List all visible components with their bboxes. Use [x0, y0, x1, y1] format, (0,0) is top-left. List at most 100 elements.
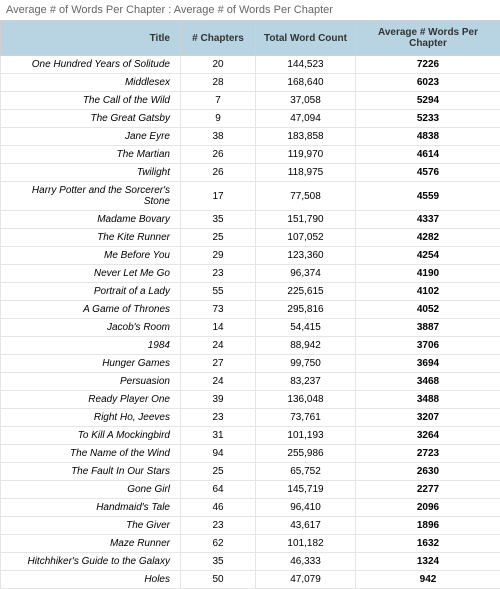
cell-avg: 5294 [356, 92, 500, 110]
cell-title: Maze Runner [1, 535, 181, 553]
cell-total: 47,094 [256, 110, 356, 128]
cell-total: 119,970 [256, 146, 356, 164]
cell-title: Gone Girl [1, 481, 181, 499]
cell-title: A Game of Thrones [1, 301, 181, 319]
table-row: Hunger Games2799,7503694 [1, 355, 500, 373]
cell-total: 151,790 [256, 211, 356, 229]
cell-total: 255,986 [256, 445, 356, 463]
cell-chapters: 26 [181, 164, 256, 182]
table-row: Madame Bovary35151,7904337 [1, 211, 500, 229]
table-row: Me Before You29123,3604254 [1, 247, 500, 265]
cell-total: 43,617 [256, 517, 356, 535]
cell-total: 118,975 [256, 164, 356, 182]
cell-avg: 1632 [356, 535, 500, 553]
cell-avg: 3207 [356, 409, 500, 427]
cell-avg: 1324 [356, 553, 500, 571]
cell-total: 99,750 [256, 355, 356, 373]
cell-chapters: 7 [181, 92, 256, 110]
cell-avg: 4838 [356, 128, 500, 146]
table-row: Twilight26118,9754576 [1, 164, 500, 182]
cell-title: Holes [1, 571, 181, 589]
cell-chapters: 23 [181, 517, 256, 535]
cell-chapters: 46 [181, 499, 256, 517]
table-row: The Call of the Wild737,0585294 [1, 92, 500, 110]
cell-chapters: 23 [181, 265, 256, 283]
cell-title: To Kill A Mockingbird [1, 427, 181, 445]
cell-avg: 5233 [356, 110, 500, 128]
cell-total: 101,182 [256, 535, 356, 553]
header-chapters: # Chapters [181, 21, 256, 56]
table-row: Portrait of a Lady55225,6154102 [1, 283, 500, 301]
table-heading: Average # of Words Per Chapter : Average… [0, 0, 500, 20]
cell-title: 1984 [1, 337, 181, 355]
cell-chapters: 38 [181, 128, 256, 146]
cell-total: 183,858 [256, 128, 356, 146]
cell-total: 96,374 [256, 265, 356, 283]
cell-total: 77,508 [256, 182, 356, 211]
table-row: 19842488,9423706 [1, 337, 500, 355]
cell-chapters: 25 [181, 463, 256, 481]
cell-chapters: 73 [181, 301, 256, 319]
cell-avg: 3887 [356, 319, 500, 337]
cell-title: Me Before You [1, 247, 181, 265]
cell-avg: 6023 [356, 74, 500, 92]
cell-title: The Martian [1, 146, 181, 164]
cell-chapters: 25 [181, 229, 256, 247]
cell-total: 101,193 [256, 427, 356, 445]
cell-avg: 2277 [356, 481, 500, 499]
table-row: To Kill A Mockingbird31101,1933264 [1, 427, 500, 445]
cell-title: The Name of the Wind [1, 445, 181, 463]
header-total: Total Word Count [256, 21, 356, 56]
cell-avg: 2096 [356, 499, 500, 517]
cell-title: One Hundred Years of Solitude [1, 56, 181, 74]
table-row: The Kite Runner25107,0524282 [1, 229, 500, 247]
table-row: Never Let Me Go2396,3744190 [1, 265, 500, 283]
cell-avg: 3264 [356, 427, 500, 445]
cell-avg: 4614 [356, 146, 500, 164]
table-row: Handmaid's Tale4696,4102096 [1, 499, 500, 517]
cell-chapters: 26 [181, 146, 256, 164]
cell-title: Never Let Me Go [1, 265, 181, 283]
table-row: Ready Player One39136,0483488 [1, 391, 500, 409]
cell-chapters: 20 [181, 56, 256, 74]
cell-total: 47,079 [256, 571, 356, 589]
cell-title: Jacob's Room [1, 319, 181, 337]
header-avg: Average # Words Per Chapter [356, 21, 500, 56]
cell-chapters: 31 [181, 427, 256, 445]
cell-avg: 3488 [356, 391, 500, 409]
cell-total: 225,615 [256, 283, 356, 301]
cell-title: The Great Gatsby [1, 110, 181, 128]
cell-chapters: 35 [181, 211, 256, 229]
cell-total: 46,333 [256, 553, 356, 571]
cell-total: 73,761 [256, 409, 356, 427]
table-row: The Name of the Wind94255,9862723 [1, 445, 500, 463]
table-row: Jane Eyre38183,8584838 [1, 128, 500, 146]
cell-total: 107,052 [256, 229, 356, 247]
table-row: The Giver2343,6171896 [1, 517, 500, 535]
table-row: The Fault In Our Stars2565,7522630 [1, 463, 500, 481]
cell-total: 54,415 [256, 319, 356, 337]
cell-title: Madame Bovary [1, 211, 181, 229]
table-row: Gone Girl64145,7192277 [1, 481, 500, 499]
cell-chapters: 24 [181, 373, 256, 391]
table-row: The Great Gatsby947,0945233 [1, 110, 500, 128]
cell-total: 168,640 [256, 74, 356, 92]
cell-chapters: 39 [181, 391, 256, 409]
cell-chapters: 50 [181, 571, 256, 589]
cell-total: 295,816 [256, 301, 356, 319]
table-row: Holes5047,079942 [1, 571, 500, 589]
cell-avg: 2723 [356, 445, 500, 463]
header-title: Title [1, 21, 181, 56]
cell-total: 37,058 [256, 92, 356, 110]
table-row: Jacob's Room1454,4153887 [1, 319, 500, 337]
cell-title: Middlesex [1, 74, 181, 92]
cell-chapters: 24 [181, 337, 256, 355]
cell-avg: 4337 [356, 211, 500, 229]
cell-chapters: 29 [181, 247, 256, 265]
cell-title: Twilight [1, 164, 181, 182]
table-row: Persuasion2483,2373468 [1, 373, 500, 391]
cell-avg: 1896 [356, 517, 500, 535]
cell-avg: 4254 [356, 247, 500, 265]
cell-title: Right Ho, Jeeves [1, 409, 181, 427]
cell-chapters: 28 [181, 74, 256, 92]
